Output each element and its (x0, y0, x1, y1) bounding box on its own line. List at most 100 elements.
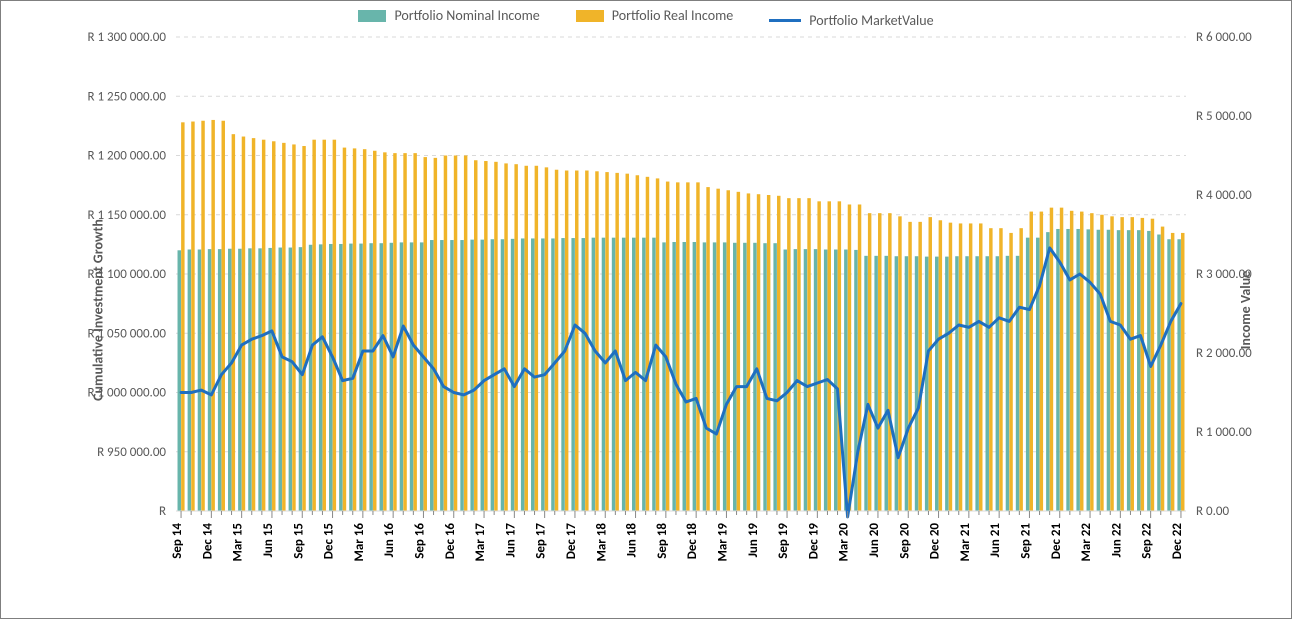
nominal-bar (996, 256, 999, 511)
nominal-bar (188, 250, 191, 511)
real-bar (1019, 228, 1022, 511)
nominal-bar (268, 248, 271, 511)
nominal-bar (1016, 256, 1019, 511)
left-axis-title: Cumulative Investment Growth (89, 219, 106, 401)
nominal-bar (198, 250, 201, 511)
chart-frame: Portfolio Nominal Income Portfolio Real I… (0, 0, 1292, 619)
real-bar (747, 193, 750, 511)
x-tick-label: Sep 14 (170, 523, 185, 559)
real-bar (1110, 216, 1113, 511)
nominal-bar (602, 238, 605, 511)
nominal-bar (450, 240, 453, 511)
legend-item: Portfolio Nominal Income (358, 7, 539, 24)
real-bar (191, 122, 194, 511)
real-bar (383, 152, 386, 511)
nominal-bar (935, 257, 938, 511)
x-tick-label: Sep 22 (1140, 523, 1155, 559)
real-bar (484, 161, 487, 511)
real-bar (181, 122, 184, 511)
nominal-bar (1056, 229, 1059, 511)
x-tick-label: Sep 17 (534, 523, 549, 559)
nominal-bar (299, 247, 302, 511)
nominal-bar (874, 256, 877, 511)
x-tick-label: Sep 20 (897, 523, 912, 559)
real-bar (676, 182, 679, 511)
real-bar (716, 189, 719, 511)
x-tick-label: Jun 19 (746, 523, 761, 558)
nominal-bar (279, 248, 282, 511)
real-bar (686, 182, 689, 511)
real-bar (727, 190, 730, 511)
nominal-bar (481, 240, 484, 511)
nominal-bar (178, 250, 181, 511)
real-bar (1141, 218, 1144, 511)
nominal-bar (743, 243, 746, 511)
x-tick-label: Sep 15 (291, 523, 306, 559)
x-tick-label: Dec 14 (200, 523, 215, 560)
real-bar (424, 157, 427, 511)
real-bar (222, 121, 225, 511)
x-tick-label: Sep 16 (412, 523, 427, 559)
real-bar (817, 201, 820, 511)
nominal-bar (834, 250, 837, 511)
nominal-bar (319, 244, 322, 511)
real-bar (787, 198, 790, 511)
real-bar (636, 175, 639, 511)
nominal-bar (955, 256, 958, 511)
real-bar (575, 171, 578, 511)
nominal-bar (763, 243, 766, 511)
nominal-bar (1026, 238, 1029, 511)
real-bar (868, 213, 871, 511)
real-bar (918, 222, 921, 511)
nominal-bar (683, 242, 686, 511)
x-tick-label: Mar 18 (594, 523, 609, 562)
legend-swatch-icon (576, 10, 604, 22)
right-tick-label: R 1 000.00 (1196, 425, 1252, 440)
real-bar (838, 201, 841, 511)
nominal-bar (713, 242, 716, 511)
nominal-bar (945, 257, 948, 511)
x-tick-label: Mar 16 (352, 523, 367, 562)
real-bar (434, 158, 437, 511)
real-bar (393, 153, 396, 511)
real-bar (1181, 233, 1184, 511)
nominal-bar (1036, 238, 1039, 511)
left-tick-label: R 1 200 000.00 (88, 149, 167, 164)
real-bar (262, 140, 265, 511)
nominal-bar (1076, 229, 1079, 511)
nominal-bar (390, 243, 393, 511)
nominal-bar (238, 249, 241, 511)
real-bar (514, 164, 517, 511)
x-tick-label: Mar 15 (231, 523, 246, 562)
legend-label: Portfolio Real Income (612, 7, 733, 24)
real-bar (1070, 211, 1073, 511)
real-bar (999, 228, 1002, 511)
nominal-bar (1147, 231, 1150, 511)
nominal-bar (804, 249, 807, 511)
real-bar (767, 195, 770, 511)
real-bar (626, 174, 629, 511)
nominal-bar (1087, 229, 1090, 511)
x-tick-label: Jun 20 (867, 523, 882, 558)
nominal-bar (1127, 230, 1130, 511)
x-tick-label: Mar 17 (473, 523, 488, 562)
real-bar (1171, 233, 1174, 511)
real-bar (474, 160, 477, 511)
nominal-bar (592, 238, 595, 511)
left-tick-label: R 1 250 000.00 (88, 89, 167, 104)
real-bar (1030, 212, 1033, 511)
real-bar (1090, 213, 1093, 511)
nominal-bar (864, 256, 867, 511)
real-bar (1131, 217, 1134, 511)
nominal-bar (561, 238, 564, 511)
right-tick-label: R 6 000.00 (1196, 30, 1252, 45)
real-bar (211, 120, 214, 511)
x-tick-label: Mar 19 (715, 523, 730, 562)
nominal-bar (430, 240, 433, 511)
x-tick-label: Dec 18 (685, 523, 700, 560)
real-bar (737, 192, 740, 511)
real-bar (333, 140, 336, 511)
real-bar (373, 151, 376, 511)
nominal-bar (895, 256, 898, 511)
real-bar (706, 187, 709, 511)
